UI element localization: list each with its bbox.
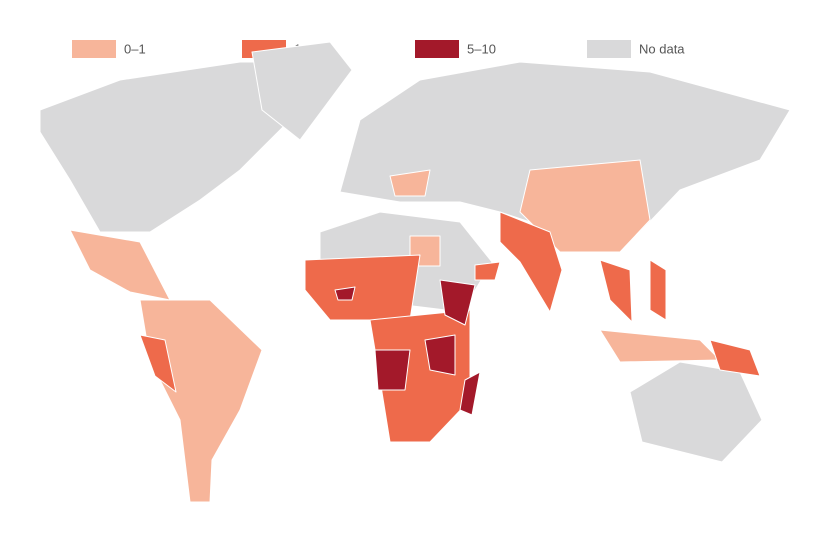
central-america bbox=[69, 229, 171, 301]
angola bbox=[374, 349, 411, 391]
south-america bbox=[139, 299, 263, 503]
indonesia bbox=[599, 329, 721, 363]
north-america bbox=[39, 61, 331, 233]
papua-new-guinea bbox=[709, 339, 761, 377]
legend-swatch bbox=[415, 40, 459, 58]
australia bbox=[629, 361, 763, 463]
india bbox=[499, 211, 563, 313]
china bbox=[519, 159, 651, 253]
eurasia bbox=[339, 61, 791, 233]
peru bbox=[139, 334, 177, 393]
legend-label: 5–10 bbox=[467, 41, 496, 56]
regions bbox=[39, 41, 791, 503]
legend-label: No data bbox=[639, 41, 685, 56]
legend-swatch bbox=[587, 40, 631, 58]
burkina-faso bbox=[334, 286, 356, 301]
philippines bbox=[649, 259, 667, 321]
ethiopia bbox=[439, 279, 476, 326]
eastern-europe bbox=[389, 169, 431, 197]
legend-swatch bbox=[72, 40, 116, 58]
west-africa bbox=[304, 254, 421, 321]
legend-label: 0–1 bbox=[124, 41, 146, 56]
southeast-asia bbox=[599, 259, 633, 323]
greenland bbox=[251, 41, 353, 141]
yemen bbox=[474, 261, 501, 281]
madagascar bbox=[459, 371, 481, 416]
tanzania bbox=[424, 334, 456, 376]
